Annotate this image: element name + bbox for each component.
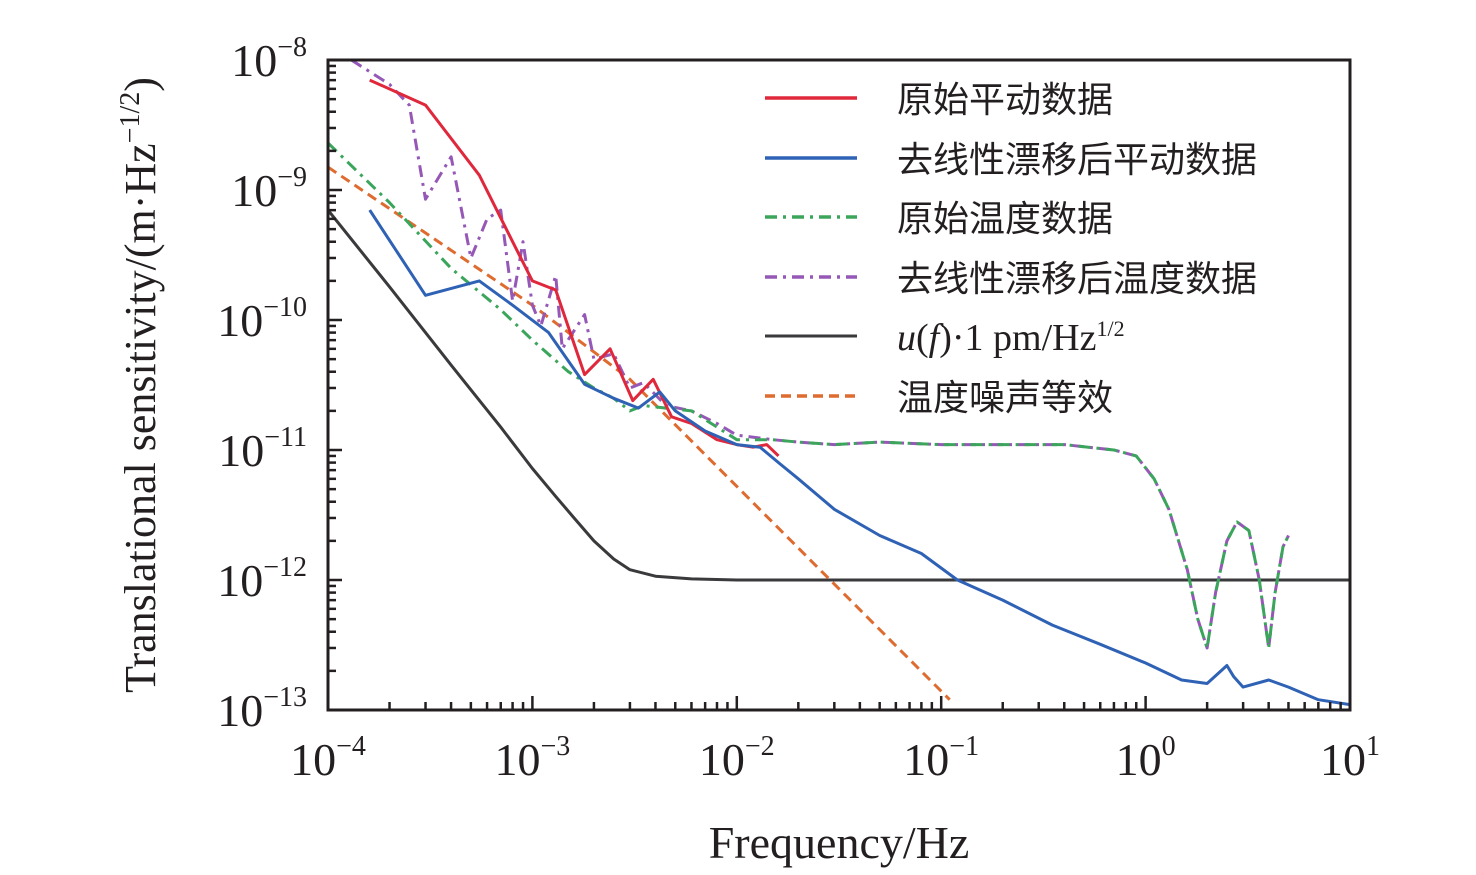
y-tick-label-base: 10 [218,425,264,476]
y-tick-label-exp: −9 [277,162,307,193]
y-tick-label: 10−9 [231,162,307,216]
x-tick-label: 101 [1320,731,1380,785]
x-tick-label-base: 10 [699,734,745,785]
x-tick-label: 10−2 [699,731,775,785]
y-tick-label-base: 10 [217,295,263,346]
legend-label-detrended-translation: 去线性漂移后平动数据 [897,140,1257,181]
y-tick-label: 10−12 [217,552,307,606]
y-tick-label: 10−11 [218,422,307,476]
y-tick-label-base: 10 [231,35,277,86]
y-tick-label: 10−8 [231,32,307,86]
legend-item-uf: u(f)·1 pm/Hz1/2 [765,316,1125,359]
y-tick-label: 10−13 [217,682,307,736]
legend-item-detrended-translation: 去线性漂移后平动数据 [765,140,1257,181]
x-tick-label-base: 10 [903,734,949,785]
plot-lines [328,60,1350,707]
x-tick-label: 10−4 [290,731,366,785]
legend-item-raw-temperature: 原始温度数据 [765,199,1113,240]
y-tick-label-exp: −13 [263,682,307,713]
x-axis-title: Frequency/Hz [709,817,970,868]
x-tick-label-exp: −3 [541,731,571,762]
x-tick-label-exp: −2 [745,731,775,762]
y-tick-label-exp: −10 [263,292,307,323]
legend-label-temperature-equivalent: 温度噪声等效 [897,378,1113,419]
legend-label-uf: u(f)·1 pm/Hz1/2 [897,316,1125,359]
legend-label-detrended-temperature: 去线性漂移后温度数据 [897,259,1257,300]
legend-uf-u: u [897,317,916,359]
x-tick-label-base: 10 [1320,734,1366,785]
y-axis-title-main: Translational sensitivity/(m·Hz [116,143,165,693]
x-tick-label: 10−1 [903,731,979,785]
legend: 原始平动数据 去线性漂移后平动数据 原始温度数据 去线性漂移后温度数据 u(f)… [765,80,1257,419]
svg-text:Translational sensitivity/(m·H: Translational sensitivity/(m·Hz−1/2) [115,77,165,693]
y-tick-label-base: 10 [231,165,277,216]
y-tick-label-exp: −12 [263,552,307,583]
series-line-detrended-temperature [350,60,1290,650]
y-tick-label: 10−10 [217,292,307,346]
series-line-temperature-equivalent [328,165,951,701]
y-minor-ticks [328,58,342,712]
x-minor-ticks [326,696,1352,710]
y-axis-title-close: ) [116,77,165,92]
series-line-uf [328,209,1350,582]
y-tick-label-exp: −11 [264,422,307,453]
x-tick-label-base: 10 [495,734,541,785]
x-tick-label-base: 10 [290,734,336,785]
legend-uf-rest: )·1 pm/Hz [939,317,1096,359]
plot-frame [326,58,1352,712]
series-line-raw-temperature [328,141,1290,650]
legend-label-raw-translation: 原始平动数据 [897,80,1113,121]
y-tick-label-base: 10 [217,555,263,606]
x-tick-label-exp: 1 [1366,731,1380,762]
series-line-detrended-translation [368,209,1350,707]
series-line-raw-translation [369,78,780,457]
x-tick-label: 100 [1116,731,1176,785]
legend-item-detrended-temperature: 去线性漂移后温度数据 [765,259,1257,300]
x-tick-labels: 10−4 10−3 10−2 10−1 100 101 [290,731,1380,785]
y-tick-label-exp: −8 [277,32,307,63]
y-tick-label-base: 10 [217,685,263,736]
legend-item-temperature-equivalent: 温度噪声等效 [765,378,1113,419]
legend-item-raw-translation: 原始平动数据 [765,80,1113,121]
y-axis-title-sup: −1/2 [115,92,146,144]
x-tick-label-exp: −4 [336,731,366,762]
legend-uf-open: ( [916,317,929,359]
x-tick-label: 10−3 [495,731,571,785]
x-tick-label-exp: 0 [1162,731,1176,762]
legend-uf-sup: 1/2 [1096,316,1124,341]
x-tick-label-exp: −1 [949,731,979,762]
legend-label-raw-temperature: 原始温度数据 [897,199,1113,240]
x-tick-label-base: 10 [1116,734,1162,785]
y-axis-title: Translational sensitivity/(m·Hz−1/2) [115,77,165,693]
